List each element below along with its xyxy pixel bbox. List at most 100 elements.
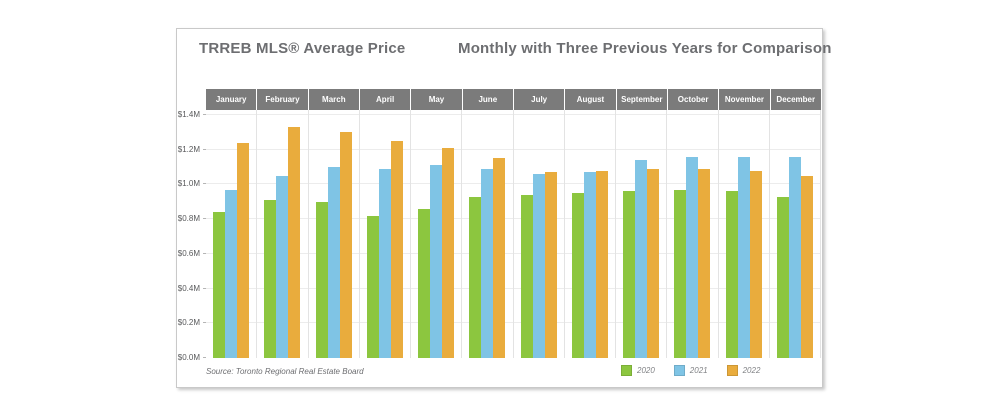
bar-2020-may xyxy=(418,208,431,358)
y-tick-label: $0.2M xyxy=(177,318,200,328)
bar-2020-august xyxy=(571,193,584,358)
y-tick-mark xyxy=(203,183,206,185)
y-tick-label: $0.0M xyxy=(177,353,200,362)
y-tick-mark xyxy=(203,218,206,220)
month-header-cell: February xyxy=(257,89,309,110)
bar-2022-february xyxy=(288,127,301,358)
bar-2021-january xyxy=(225,189,238,358)
month-header-cell: March xyxy=(308,89,360,110)
chart-card: TRREB MLS® Average Price Monthly with Th… xyxy=(176,28,831,388)
y-tick-mark xyxy=(203,114,206,115)
y-tick-label: $0.6M xyxy=(177,248,200,258)
y-tick-mark xyxy=(203,252,206,254)
bar-2021-april xyxy=(378,168,391,358)
bar-2020-june xyxy=(469,196,482,358)
bar-2021-september xyxy=(635,160,648,358)
gridline xyxy=(206,252,821,254)
month-header-cell: July xyxy=(513,89,566,110)
month-header-cell: September xyxy=(616,89,668,110)
legend-item-2020: 2020 xyxy=(621,365,655,376)
y-tick-mark xyxy=(203,322,206,324)
bar-2022-july xyxy=(544,172,557,358)
month-column-august xyxy=(565,110,616,358)
month-header-cell: October xyxy=(667,89,720,110)
bar-2021-june xyxy=(481,168,494,358)
gridline xyxy=(206,114,821,115)
y-tick-label: $0.4M xyxy=(177,283,200,293)
gridline xyxy=(206,183,821,185)
legend: 2020 2021 2022 xyxy=(621,365,779,376)
month-header-cell: January xyxy=(206,89,258,110)
plot-area xyxy=(206,110,821,358)
legend-swatch-2021 xyxy=(673,365,685,376)
bar-2021-july xyxy=(532,174,545,358)
bar-2022-october xyxy=(698,168,711,358)
month-column-february xyxy=(257,110,309,358)
month-column-november xyxy=(719,110,770,358)
y-tick-label: $1.0M xyxy=(177,179,200,189)
y-tick-mark xyxy=(203,148,206,150)
gridline xyxy=(206,322,821,324)
bar-2022-september xyxy=(647,168,660,358)
month-column-january xyxy=(206,110,258,358)
y-tick-mark xyxy=(203,287,206,289)
bar-2021-may xyxy=(430,165,443,358)
bar-2020-september xyxy=(623,191,636,358)
bar-2022-november xyxy=(749,170,762,358)
legend-label: 2021 xyxy=(689,366,708,375)
bar-2021-november xyxy=(737,156,750,358)
month-column-june xyxy=(462,110,514,358)
bar-2020-january xyxy=(213,212,226,358)
month-header-row: January February March April May June July Augu… xyxy=(206,89,821,110)
bar-2020-february xyxy=(264,200,277,358)
bar-2022-january xyxy=(237,142,250,358)
bar-2021-march xyxy=(327,167,340,358)
y-tick-label: $0.8M xyxy=(177,214,200,224)
y-tick-label: $1.2M xyxy=(177,144,200,154)
gridline xyxy=(206,218,821,220)
month-column-october xyxy=(667,110,719,358)
legend-swatch-2020 xyxy=(621,365,632,376)
gridline xyxy=(206,148,821,150)
legend-label: 2020 xyxy=(637,366,655,375)
bar-2020-december xyxy=(776,196,789,358)
month-header-cell: May xyxy=(411,89,463,110)
bar-2020-march xyxy=(315,201,328,358)
month-header-cell: August xyxy=(565,89,617,110)
bar-2021-august xyxy=(583,172,596,358)
legend-item-2022: 2022 xyxy=(726,365,761,376)
month-column-july xyxy=(514,110,565,358)
y-axis: $0.0M $0.2M $0.4M $0.6M $0.8M $1.0M $1.2M $1.4M xyxy=(177,110,206,362)
chart-title: TRREB MLS® Average Price xyxy=(199,40,406,57)
bar-2022-may xyxy=(442,148,455,358)
month-header-cell: November xyxy=(719,89,771,110)
month-column-may xyxy=(411,110,463,358)
bar-2021-february xyxy=(276,175,289,358)
bar-2022-april xyxy=(390,141,403,358)
y-tick-label: $1.4M xyxy=(177,110,200,119)
month-column-march xyxy=(309,110,360,358)
bar-columns xyxy=(206,110,821,358)
chart-subtitle: Monthly with Three Previous Years for Co… xyxy=(458,40,832,57)
y-tick-mark xyxy=(203,357,206,358)
month-header-cell: December xyxy=(770,89,821,110)
bar-2020-july xyxy=(520,194,533,358)
bar-2022-december xyxy=(800,175,813,358)
month-header-cell: June xyxy=(462,89,514,110)
legend-label: 2022 xyxy=(742,366,761,375)
month-column-april xyxy=(360,110,411,358)
bar-2022-august xyxy=(595,170,608,358)
gridline xyxy=(206,287,821,289)
bar-2020-october xyxy=(674,189,687,358)
month-column-december xyxy=(770,110,821,358)
bar-2022-march xyxy=(339,132,352,358)
legend-item-2021: 2021 xyxy=(673,365,708,376)
bar-2021-october xyxy=(686,156,699,358)
legend-swatch-2022 xyxy=(726,365,738,376)
month-column-september xyxy=(616,110,668,358)
bar-2021-december xyxy=(788,156,801,358)
bar-2020-april xyxy=(366,215,379,358)
source-note: Source: Toronto Regional Real Estate Boa… xyxy=(206,367,364,376)
month-header-cell: April xyxy=(359,89,412,110)
bar-2020-november xyxy=(725,191,738,358)
